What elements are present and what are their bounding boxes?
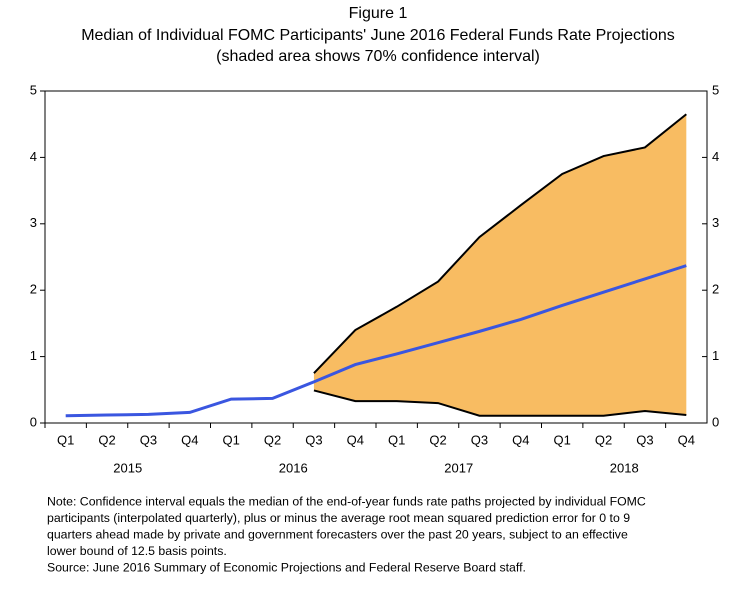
x-tick-label: Q1 — [57, 432, 74, 447]
note-line: quarters ahead made by private and gover… — [47, 527, 628, 541]
median-line — [65, 264, 687, 418]
x-tick-label: Q3 — [305, 432, 322, 447]
x-tick-label: Q3 — [140, 432, 157, 447]
chart-subtitle: (shaded area shows 70% confidence interv… — [216, 48, 540, 65]
y-tick-label: 0 — [30, 414, 37, 429]
band-upper-line — [313, 113, 687, 374]
year-label: 2015 — [113, 460, 142, 475]
note-line: lower bound of 12.5 basis points. — [47, 544, 227, 558]
x-tick-label: Q2 — [429, 432, 446, 447]
y-tick-label: 1 — [30, 348, 37, 363]
x-tick-label: Q4 — [347, 432, 364, 447]
x-tick-label: Q2 — [264, 432, 281, 447]
x-tick-label: Q3 — [471, 432, 488, 447]
x-tick-label: Q2 — [595, 432, 612, 447]
y2-tick-label: 2 — [712, 282, 719, 297]
confidence-band — [313, 114, 687, 416]
note-line: Source: June 2016 Summary of Economic Pr… — [47, 560, 526, 574]
note-line: Note: Confidence interval equals the med… — [47, 494, 646, 508]
x-tick-label: Q4 — [512, 432, 529, 447]
y2-tick-label: 3 — [712, 215, 719, 230]
x-tick-label: Q3 — [636, 432, 653, 447]
y2-tick-label: 4 — [712, 149, 719, 164]
note-line: participants (interpolated quarterly), p… — [47, 511, 630, 525]
y-tick-label: 5 — [30, 82, 37, 97]
y-tick-label: 4 — [30, 149, 37, 164]
x-tick-label: Q4 — [678, 432, 695, 447]
y2-tick-label: 1 — [712, 348, 719, 363]
band-lower-line — [313, 389, 687, 417]
chart-title: Figure 1 — [349, 5, 408, 22]
year-label: 2018 — [610, 460, 639, 475]
chart-subtitle: Median of Individual FOMC Participants' … — [81, 27, 675, 44]
x-tick-label: Q1 — [388, 432, 405, 447]
y-tick-label: 2 — [30, 282, 37, 297]
year-label: 2017 — [444, 460, 473, 475]
y2-tick-label: 5 — [712, 82, 719, 97]
x-tick-label: Q4 — [181, 432, 198, 447]
x-tick-label: Q1 — [554, 432, 571, 447]
x-tick-label: Q1 — [223, 432, 240, 447]
y-tick-label: 3 — [30, 215, 37, 230]
year-label: 2016 — [279, 460, 308, 475]
x-tick-label: Q2 — [98, 432, 115, 447]
y2-tick-label: 0 — [712, 414, 719, 429]
